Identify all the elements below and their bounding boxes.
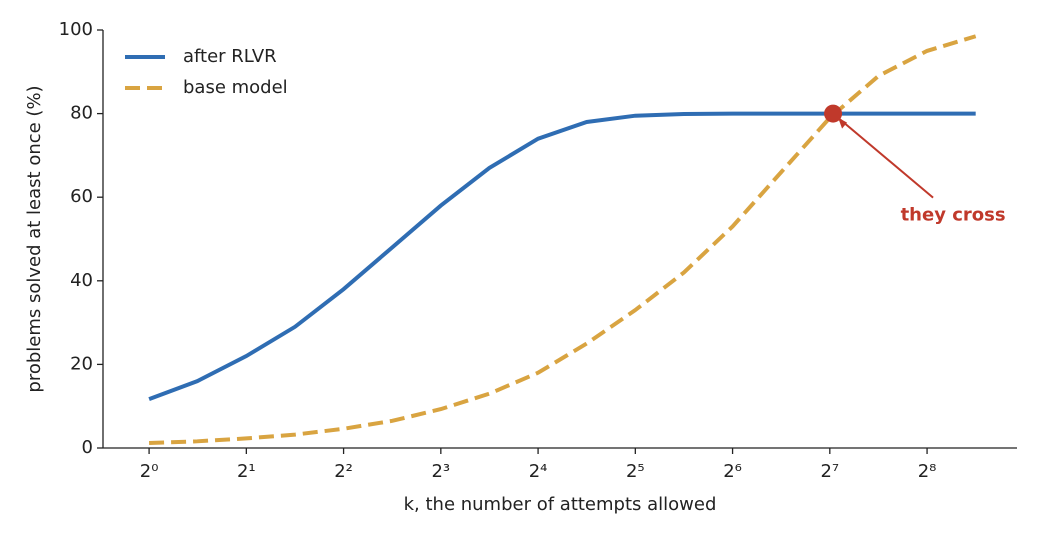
y-tick-label: 20 bbox=[70, 353, 93, 374]
x-tick-label: 2² bbox=[334, 461, 353, 482]
x-tick-label: 2⁷ bbox=[820, 461, 839, 482]
y-axis-label: problems solved at least once (%) bbox=[24, 85, 45, 392]
x-tick-label: 2⁰ bbox=[140, 461, 159, 482]
legend-label: after RLVR bbox=[183, 46, 277, 67]
y-tick-label: 0 bbox=[82, 437, 93, 458]
arrow-head bbox=[838, 117, 848, 129]
x-tick-label: 2⁴ bbox=[529, 461, 548, 482]
x-tick-label: 2¹ bbox=[237, 461, 256, 482]
legend-label: base model bbox=[183, 77, 288, 98]
y-tick-label: 40 bbox=[70, 270, 93, 291]
x-axis-label: k, the number of attempts allowed bbox=[404, 494, 717, 515]
annotation-point bbox=[824, 104, 843, 123]
y-tick-label: 80 bbox=[70, 103, 93, 124]
x-tick-label: 2⁸ bbox=[918, 461, 937, 482]
x-tick-label: 2⁶ bbox=[723, 461, 742, 482]
y-tick-label: 60 bbox=[70, 186, 93, 207]
y-tick-label: 100 bbox=[59, 19, 93, 40]
annotation-arrow bbox=[838, 117, 934, 199]
x-tick-label: 2⁵ bbox=[626, 461, 645, 482]
annotation-text: they cross bbox=[901, 205, 1006, 226]
x-tick-label: 2³ bbox=[431, 461, 450, 482]
